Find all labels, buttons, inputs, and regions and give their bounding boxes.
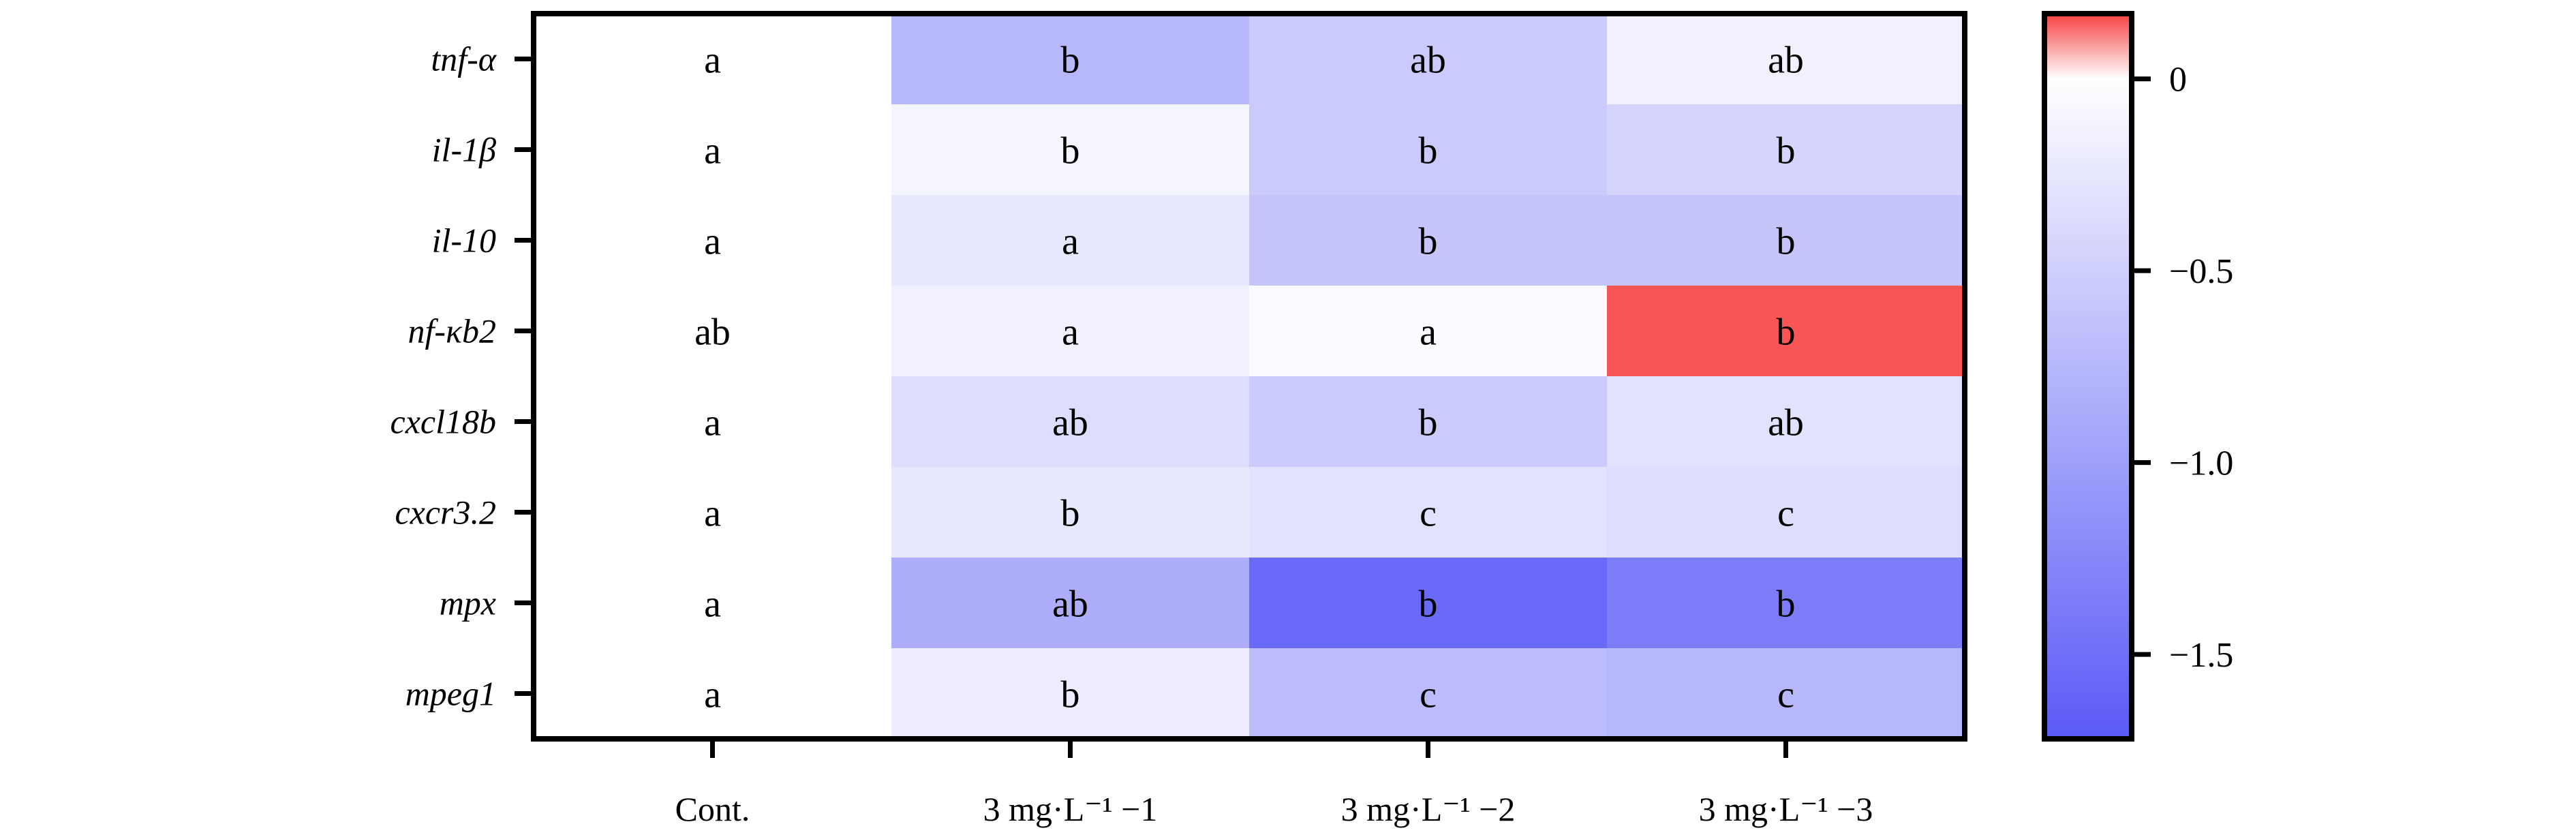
heatmap-cell-r5-c2 <box>891 376 1250 468</box>
heatmap-cell-r1-c2 <box>891 14 1250 105</box>
heatmap-cell-r7-c3 <box>1249 558 1608 649</box>
heatmap-cells <box>534 14 1965 740</box>
heatmap-cell-r7-c1 <box>534 558 892 649</box>
significance-letter-r8-c3: c <box>1420 674 1437 716</box>
row-label-il-1: il-1β <box>432 131 496 169</box>
significance-letter-r1-c3: ab <box>1410 40 1446 82</box>
heatmap-cell-r5-c4 <box>1607 376 1965 468</box>
significance-letter-r5-c1: a <box>704 402 721 444</box>
column-axis: Cont. 3 mg·L⁻¹ −1 3 mg·L⁻¹ −2 3 mg·L⁻¹ −3 <box>675 739 1873 828</box>
heatmap-cell-r2-c4 <box>1607 104 1965 196</box>
row-label-mpeg1: mpeg1 <box>405 675 496 713</box>
significance-letter-r8-c2: b <box>1061 674 1080 716</box>
row-label-cxcr3-2: cxcr3.2 <box>395 493 496 532</box>
column-label-1: Cont. <box>675 790 750 828</box>
heatmap-cell-r3-c2 <box>891 195 1250 286</box>
row-label-cxcl18b: cxcl18b <box>390 403 496 441</box>
significance-letter-r7-c3: b <box>1419 583 1438 626</box>
heatmap-cell-r1-c4 <box>1607 14 1965 105</box>
heatmap-cell-r6-c1 <box>534 467 892 558</box>
significance-letter-r6-c2: b <box>1061 493 1080 535</box>
heatmap-cell-r3-c3 <box>1249 195 1608 286</box>
significance-letter-r5-c3: b <box>1419 402 1438 444</box>
significance-letter-r1-c1: a <box>704 40 721 82</box>
significance-letter-r8-c1: a <box>704 674 721 716</box>
heatmap-cell-r2-c2 <box>891 104 1250 196</box>
heatmap-cell-r7-c2 <box>891 558 1250 649</box>
heatmap-cell-r2-c1 <box>534 104 892 196</box>
plot-frame <box>531 11 1967 742</box>
heatmap-cell-r8-c2 <box>891 648 1250 740</box>
heatmap-cell-r6-c4 <box>1607 467 1965 558</box>
significance-letter-r6-c4: c <box>1777 493 1794 535</box>
row-label-tnf: tnf-α <box>431 40 497 78</box>
significance-letter-r4-c1: ab <box>694 311 731 354</box>
significance-letter-r3-c4: b <box>1777 221 1796 263</box>
colorbar-tick-label-3: −1.0 <box>2169 444 2233 483</box>
significance-letter-r1-c4: ab <box>1768 40 1804 82</box>
significance-letters: a b ab aba b b ba a b bab a a ba ab b aba b c ca ab b ba b c c <box>694 40 1804 716</box>
heatmap-cell-r2-c3 <box>1249 104 1608 196</box>
significance-letter-r2-c2: b <box>1061 130 1080 172</box>
row-label-mpx: mpx <box>440 584 496 622</box>
colorbar: 0 −0.5 −1.0 −1.5 <box>2042 11 2233 742</box>
heatmap-cell-r4-c4 <box>1607 286 1965 377</box>
column-label-4: 3 mg·L⁻¹ −3 <box>1699 790 1873 828</box>
significance-letter-r3-c3: b <box>1419 221 1438 263</box>
significance-letter-r2-c3: b <box>1419 130 1438 172</box>
significance-letter-r3-c1: a <box>704 221 721 263</box>
significance-letter-r7-c1: a <box>704 583 721 626</box>
row-label-il-10: il-10 <box>432 222 496 260</box>
significance-letter-r8-c4: c <box>1777 674 1794 716</box>
heatmap-cell-r4-c3 <box>1249 286 1608 377</box>
significance-letter-r1-c2: b <box>1061 40 1080 82</box>
significance-letter-r3-c2: a <box>1062 221 1079 263</box>
colorbar-tick-label-1: 0 <box>2169 61 2187 100</box>
significance-letter-r2-c4: b <box>1777 130 1796 172</box>
heatmap-cell-r8-c3 <box>1249 648 1608 740</box>
heatmap-cell-r3-c1 <box>534 195 892 286</box>
colorbar-tick-label-2: −0.5 <box>2169 252 2233 291</box>
heatmap-cell-r5-c1 <box>534 376 892 468</box>
significance-letter-r4-c2: a <box>1062 311 1079 354</box>
row-axis: tnf-α il-1β il-10 nf-κb2 cxcl18b cxcr3.2 mpx mp… <box>390 40 534 713</box>
significance-letter-r7-c2: ab <box>1052 583 1088 626</box>
significance-letter-r5-c2: ab <box>1052 402 1088 444</box>
colorbar-gradient <box>2042 11 2134 742</box>
column-label-2: 3 mg·L⁻¹ −1 <box>983 790 1158 828</box>
heatmap-cell-r1-c3 <box>1249 14 1608 105</box>
heatmap-cell-r3-c4 <box>1607 195 1965 286</box>
significance-letter-r6-c1: a <box>704 493 721 535</box>
heatmap-cell-r4-c1 <box>534 286 892 377</box>
column-label-3: 3 mg·L⁻¹ −2 <box>1341 790 1516 828</box>
heatmap-cell-r6-c2 <box>891 467 1250 558</box>
heatmap-cell-r8-c4 <box>1607 648 1965 740</box>
row-label-nf-b2: nf-κb2 <box>408 312 496 350</box>
significance-letter-r4-c4: b <box>1777 311 1796 354</box>
heatmap-cell-r4-c2 <box>891 286 1250 377</box>
significance-letter-r7-c4: b <box>1777 583 1796 626</box>
colorbar-tick-label-4: −1.5 <box>2169 636 2233 675</box>
heatmap-cell-r1-c1 <box>534 14 892 105</box>
heatmap-cell-r6-c3 <box>1249 467 1608 558</box>
significance-letter-r5-c4: ab <box>1768 402 1804 444</box>
significance-letter-r6-c3: c <box>1420 493 1437 535</box>
significance-letter-r2-c1: a <box>704 130 721 172</box>
significance-letter-r4-c3: a <box>1420 311 1437 354</box>
heatmap-cell-r5-c3 <box>1249 376 1608 468</box>
heatmap-cell-r8-c1 <box>534 648 892 740</box>
heatmap-cell-r7-c4 <box>1607 558 1965 649</box>
